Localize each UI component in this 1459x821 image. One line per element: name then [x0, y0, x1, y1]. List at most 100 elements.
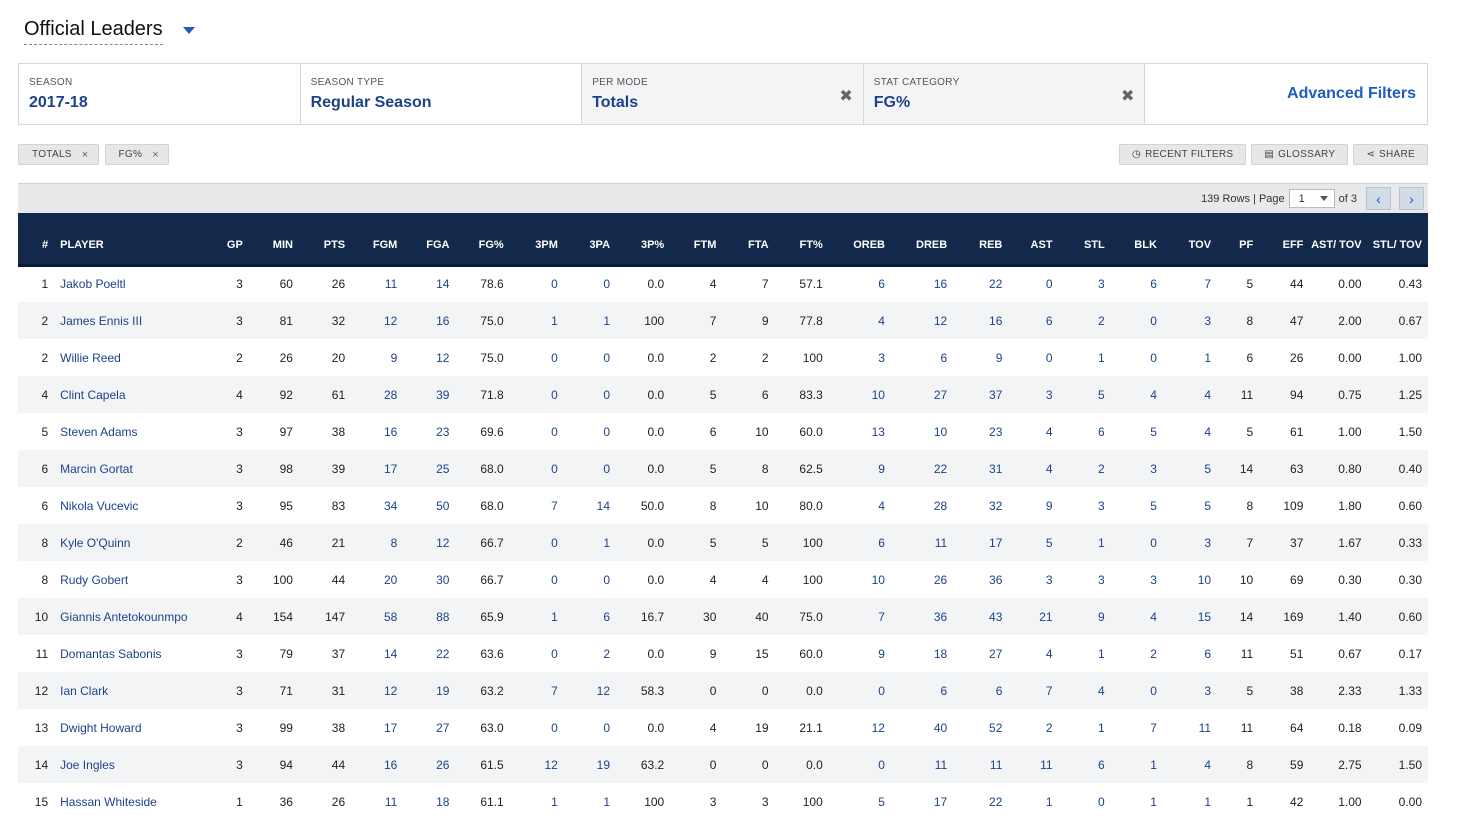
table-cell[interactable]: 0: [551, 424, 558, 439]
player-cell[interactable]: Kyle O'Quinn: [54, 524, 215, 561]
table-cell[interactable]: 12: [563, 672, 617, 709]
table-cell[interactable]: 1: [1045, 794, 1053, 809]
column-header[interactable]: FGA: [403, 213, 456, 267]
player-link[interactable]: Nikola Vucevic: [60, 498, 139, 513]
table-cell[interactable]: 0: [1045, 350, 1053, 365]
table-cell[interactable]: 4: [1008, 450, 1059, 487]
table-cell[interactable]: 36: [989, 572, 1003, 587]
table-cell[interactable]: 0: [563, 376, 617, 413]
table-cell[interactable]: 7: [1008, 672, 1059, 709]
column-header[interactable]: 3P%: [616, 213, 671, 267]
table-cell[interactable]: 12: [351, 302, 404, 339]
player-link[interactable]: Ian Clark: [60, 683, 109, 698]
table-cell[interactable]: 11: [1008, 746, 1059, 783]
table-cell[interactable]: 34: [383, 498, 398, 513]
table-cell[interactable]: 1: [1058, 524, 1111, 561]
table-cell[interactable]: 19: [403, 672, 456, 709]
table-cell[interactable]: 6: [1098, 424, 1105, 439]
table-cell[interactable]: 39: [403, 376, 456, 413]
table-cell[interactable]: 0: [1098, 794, 1105, 809]
table-cell[interactable]: 26: [933, 572, 948, 587]
table-cell[interactable]: 3: [1098, 572, 1105, 587]
table-cell[interactable]: 11: [384, 277, 398, 292]
table-cell[interactable]: 4: [1045, 646, 1053, 661]
table-cell[interactable]: 1: [509, 598, 564, 635]
table-cell[interactable]: 12: [403, 524, 456, 561]
table-cell[interactable]: 12: [436, 350, 450, 365]
table-cell[interactable]: 31: [953, 450, 1009, 487]
table-cell[interactable]: 52: [989, 720, 1003, 735]
share-button[interactable]: ⋖ SHARE: [1353, 144, 1428, 165]
table-cell[interactable]: 26: [403, 746, 456, 783]
table-cell[interactable]: 43: [953, 598, 1009, 635]
table-cell[interactable]: 1: [551, 794, 558, 809]
filter-per-mode[interactable]: PER MODE Totals ✖: [582, 64, 864, 124]
table-cell[interactable]: 0: [551, 646, 558, 661]
table-cell[interactable]: 0: [828, 746, 891, 783]
recent-filters-button[interactable]: ◷ RECENT FILTERS: [1119, 144, 1247, 165]
filter-chip-fg-pct[interactable]: FG% ×: [104, 144, 169, 165]
table-cell[interactable]: 16: [351, 746, 404, 783]
table-cell[interactable]: 0: [603, 424, 611, 439]
table-cell[interactable]: 7: [828, 598, 891, 635]
table-cell[interactable]: 6: [1204, 646, 1212, 661]
table-cell[interactable]: 22: [989, 794, 1003, 809]
table-cell[interactable]: 5: [878, 794, 885, 809]
player-cell[interactable]: Steven Adams: [54, 413, 215, 450]
table-cell[interactable]: 1: [1204, 794, 1212, 809]
table-cell[interactable]: 1: [1098, 350, 1105, 365]
table-cell[interactable]: 16: [953, 302, 1009, 339]
column-header[interactable]: STL/ TOV: [1367, 213, 1428, 267]
table-cell[interactable]: 23: [436, 424, 450, 439]
table-cell[interactable]: 4: [1110, 598, 1163, 635]
table-cell[interactable]: 6: [940, 350, 948, 365]
table-cell[interactable]: 0: [509, 450, 564, 487]
player-link[interactable]: Giannis Antetokounmpo: [60, 609, 188, 624]
table-cell[interactable]: 1: [509, 302, 564, 339]
table-cell[interactable]: 4: [1204, 424, 1212, 439]
player-link[interactable]: Steven Adams: [60, 424, 138, 439]
page-select[interactable]: 1: [1288, 189, 1335, 208]
table-cell[interactable]: 10: [933, 424, 948, 439]
column-header[interactable]: STL: [1058, 213, 1111, 267]
table-cell[interactable]: 0: [509, 376, 564, 413]
player-cell[interactable]: Joe Ingles: [54, 746, 215, 783]
glossary-button[interactable]: ▤ GLOSSARY: [1251, 144, 1349, 165]
table-cell[interactable]: 50: [436, 498, 450, 513]
table-cell[interactable]: 1: [1204, 350, 1212, 365]
table-cell[interactable]: 21: [1008, 598, 1059, 635]
table-cell[interactable]: 2: [1058, 302, 1111, 339]
table-cell[interactable]: 4: [1162, 746, 1218, 783]
table-cell[interactable]: 0: [1110, 672, 1163, 709]
table-cell[interactable]: 11: [890, 746, 954, 783]
table-cell[interactable]: 3: [1098, 277, 1105, 292]
table-cell[interactable]: 9: [390, 350, 398, 365]
player-link[interactable]: Rudy Gobert: [60, 572, 129, 587]
table-cell[interactable]: 4: [828, 302, 891, 339]
table-cell[interactable]: 30: [436, 572, 450, 587]
table-cell[interactable]: 11: [1198, 720, 1212, 735]
table-cell[interactable]: 16: [933, 277, 948, 292]
table-cell[interactable]: 10: [828, 376, 891, 413]
table-cell[interactable]: 3: [1162, 524, 1218, 561]
column-header[interactable]: OREB: [828, 213, 891, 267]
table-cell[interactable]: 22: [436, 646, 450, 661]
player-cell[interactable]: Nikola Vucevic: [54, 487, 215, 524]
table-cell[interactable]: 19: [563, 746, 617, 783]
table-cell[interactable]: 11: [953, 746, 1009, 783]
table-cell[interactable]: 22: [890, 450, 954, 487]
table-cell[interactable]: 1: [1098, 720, 1105, 735]
table-cell[interactable]: 4: [878, 498, 885, 513]
table-cell[interactable]: 17: [953, 524, 1009, 561]
table-cell[interactable]: 0: [509, 524, 564, 561]
table-cell[interactable]: 0: [551, 720, 558, 735]
player-cell[interactable]: Giannis Antetokounmpo: [54, 598, 215, 635]
player-link[interactable]: Hassan Whiteside: [60, 794, 157, 809]
table-cell[interactable]: 37: [953, 376, 1009, 413]
table-cell[interactable]: 1: [563, 524, 617, 561]
table-cell[interactable]: 17: [383, 720, 398, 735]
table-cell[interactable]: 0: [1045, 277, 1053, 292]
table-cell[interactable]: 28: [933, 498, 948, 513]
table-cell[interactable]: 88: [403, 598, 456, 635]
table-cell[interactable]: 0: [1150, 350, 1157, 365]
